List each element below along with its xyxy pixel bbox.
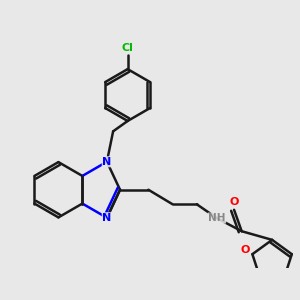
Text: N: N [102, 213, 112, 223]
Text: O: O [230, 197, 239, 207]
Text: N: N [102, 157, 112, 167]
Text: O: O [240, 245, 250, 255]
Text: NH: NH [208, 213, 226, 223]
Text: Cl: Cl [122, 43, 134, 53]
